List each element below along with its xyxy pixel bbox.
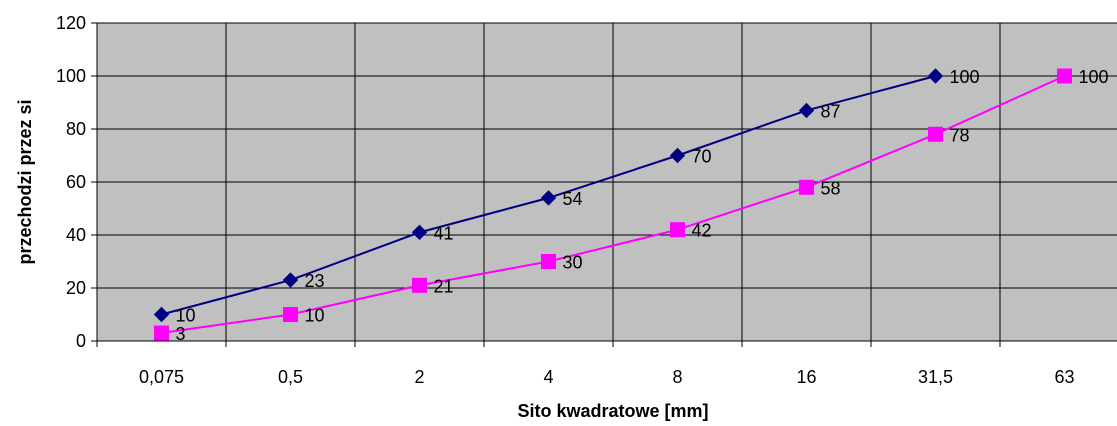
data-point <box>798 102 815 119</box>
y-tick-label: 40 <box>66 225 86 245</box>
data-point <box>541 254 556 269</box>
x-tick-label: 31,5 <box>918 367 953 387</box>
data-point <box>669 147 686 164</box>
y-tick-label: 120 <box>56 13 86 33</box>
data-label: 100 <box>1079 67 1109 87</box>
x-tick-label: 16 <box>796 367 816 387</box>
data-point <box>540 190 557 206</box>
data-point <box>670 222 685 238</box>
x-tick-label: 4 <box>543 367 553 387</box>
data-label: 3 <box>176 324 186 344</box>
y-axis-title: przechodzi przez si <box>15 99 35 264</box>
data-label: 23 <box>305 271 325 291</box>
data-point <box>412 277 427 293</box>
data-point <box>153 306 170 323</box>
data-label: 70 <box>692 147 712 167</box>
data-point <box>282 272 299 288</box>
data-label: 21 <box>434 276 454 296</box>
data-label: 87 <box>821 101 841 121</box>
data-label: 41 <box>434 223 454 243</box>
data-label: 10 <box>305 306 325 326</box>
data-point <box>411 224 428 241</box>
data-point <box>927 68 944 84</box>
series-group <box>153 68 1072 341</box>
y-tick-label: 20 <box>66 278 86 298</box>
x-tick-label: 2 <box>414 367 424 387</box>
axes: 0 20 40 60 80 100 120 0,075 0,5 2 4 8 16 31,5 63 <box>56 13 1117 387</box>
data-point <box>799 179 814 195</box>
data-label: 100 <box>950 67 980 87</box>
data-label: 10 <box>176 306 196 326</box>
data-point <box>154 325 169 341</box>
y-tick-label: 60 <box>66 172 86 192</box>
data-label: 78 <box>950 125 970 145</box>
data-point <box>1057 68 1072 84</box>
x-tick-label: 0,075 <box>139 367 184 387</box>
data-label: 54 <box>563 189 583 209</box>
data-point <box>283 307 298 322</box>
x-tick-label: 0,5 <box>278 367 303 387</box>
grid-lines <box>97 22 1117 341</box>
x-tick-label: 8 <box>672 367 682 387</box>
y-tick-label: 80 <box>66 119 86 139</box>
y-tick-label: 0 <box>76 331 86 351</box>
x-tick-label: 63 <box>1054 367 1074 387</box>
data-label: 58 <box>821 178 841 198</box>
y-tick-label: 100 <box>56 66 86 86</box>
x-axis-title: Sito kwadratowe [mm] <box>517 401 708 421</box>
data-label: 42 <box>692 221 712 241</box>
data-label: 30 <box>563 253 583 273</box>
data-point <box>928 126 943 142</box>
series-line-2 <box>161 75 1065 335</box>
